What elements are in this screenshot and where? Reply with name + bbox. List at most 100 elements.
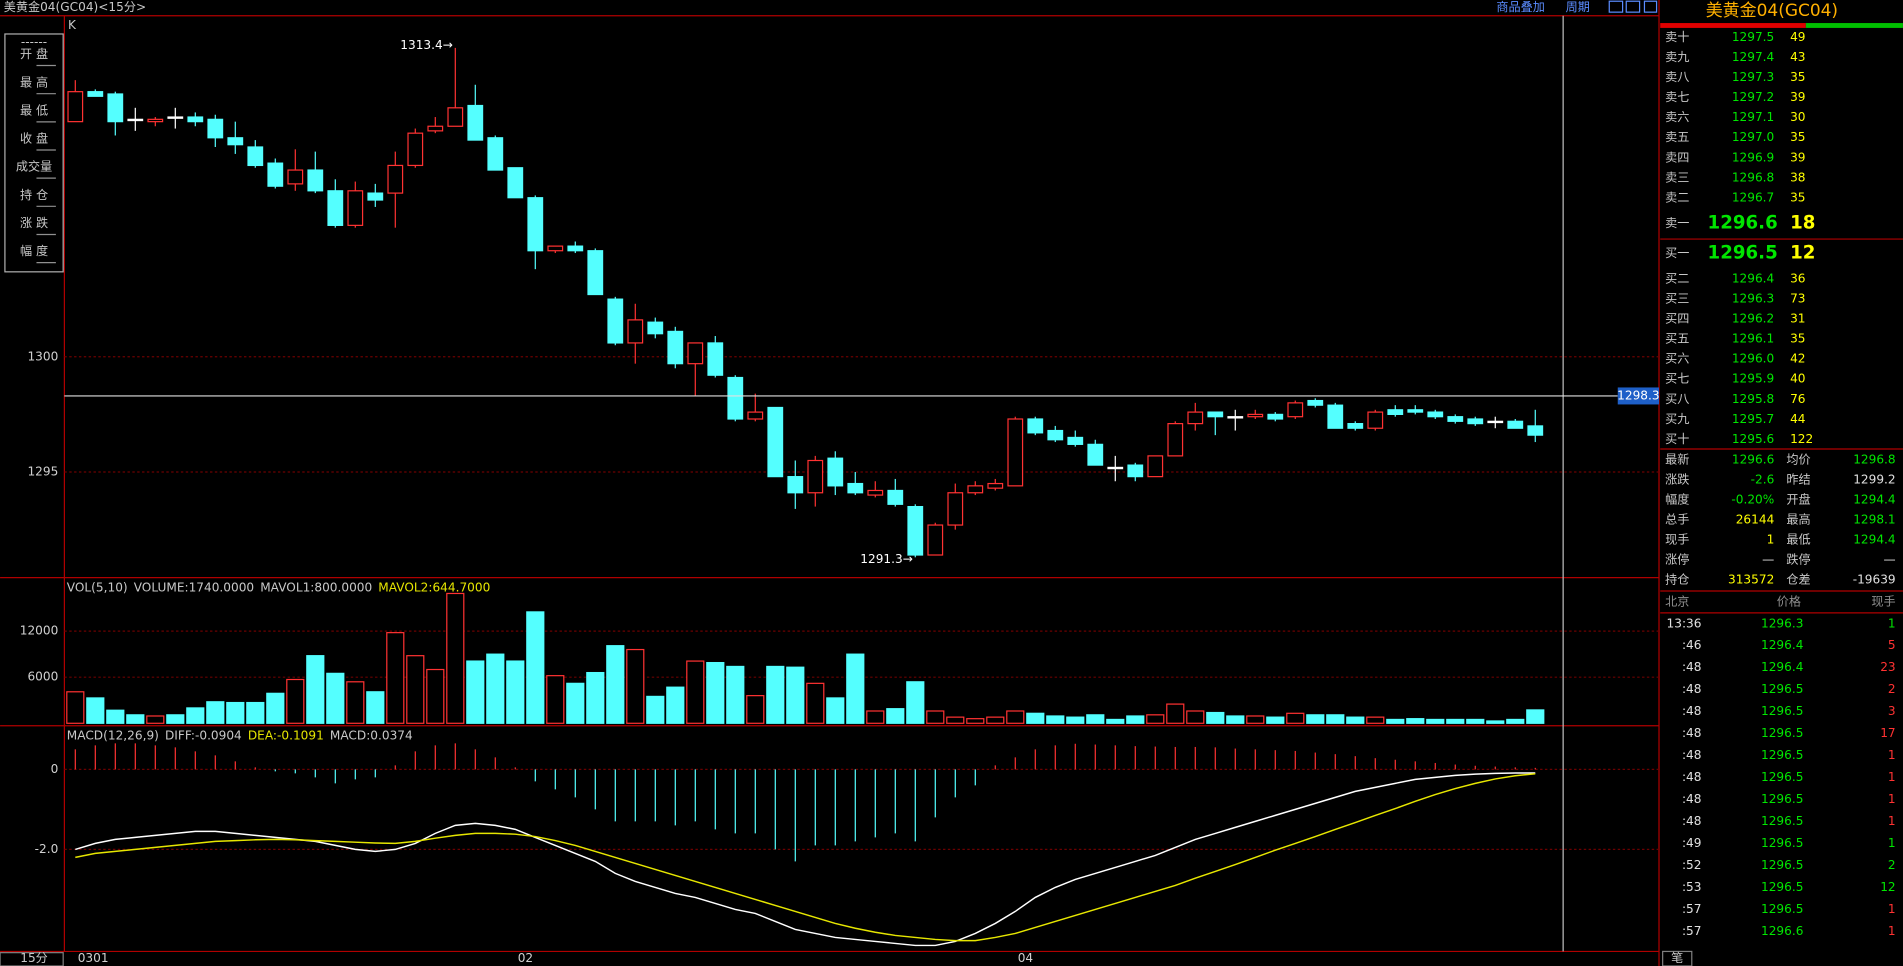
candle-body [667, 330, 684, 365]
candle-body [1407, 409, 1424, 413]
volume-bar [606, 645, 625, 724]
book-volume: 35 [1790, 70, 1805, 84]
info-label: 收 盘 [20, 131, 48, 146]
book-label: 买四 [1665, 312, 1689, 326]
book-price: 1297.0 [1732, 130, 1774, 144]
book-label: 卖九 [1665, 50, 1689, 64]
tick-price: 1296.5 [1761, 880, 1803, 894]
tick-price: 1296.5 [1761, 858, 1803, 872]
candle-body [247, 146, 264, 167]
book-volume: 30 [1790, 110, 1805, 124]
quote-title: 美黄金04(GC04) [1706, 1, 1838, 21]
candle-body [147, 118, 164, 123]
volume-bar [306, 655, 325, 724]
book-price: 1295.7 [1732, 412, 1774, 426]
volume-bar [666, 686, 685, 724]
volume-bar [1006, 710, 1025, 724]
book-volume: 44 [1790, 412, 1806, 426]
candle-body [1247, 413, 1264, 418]
volume-bar [1046, 715, 1065, 724]
nav-button[interactable] [1608, 0, 1624, 13]
volume-bar [686, 660, 705, 724]
volume-bar [1186, 710, 1205, 724]
tick-price: 1296.5 [1761, 792, 1803, 806]
tick-volume: 17 [1880, 726, 1895, 740]
volume-bar [1126, 715, 1145, 724]
tick-price: 1296.5 [1761, 726, 1803, 740]
tick-time: 13:36 [1667, 616, 1702, 630]
tick-price: 1296.5 [1761, 770, 1803, 784]
stat-label: 最高 [1786, 512, 1810, 527]
info-label: 幅 度 [20, 243, 48, 258]
stat-label: 总手 [1665, 513, 1689, 527]
tick-time: :48 [1682, 748, 1702, 762]
tick-price: 1296.5 [1761, 704, 1803, 718]
vol-legend: VOL(5,10) VOLUME:1740.0000 MAVOL1:800.0000… [67, 580, 491, 594]
volume-bar [926, 710, 945, 724]
diff-value: DIFF:-0.0904 [165, 728, 242, 742]
mavol1: MAVOL1:800.0000 [260, 580, 372, 594]
volume-bar [86, 697, 105, 724]
tick-price: 1296.5 [1761, 902, 1803, 916]
candle-body [587, 250, 604, 296]
volume-bar [1066, 716, 1085, 724]
book-label: 卖一 [1665, 216, 1689, 230]
overlay-link[interactable]: 商品叠加 [1496, 0, 1545, 14]
tick-volume: 1 [1888, 902, 1896, 916]
candle-body [487, 137, 504, 171]
y-tick-label: 6000 [27, 670, 58, 684]
candle-body [1067, 436, 1084, 445]
candle-body [1087, 443, 1104, 466]
candle-body [87, 91, 104, 97]
book-price: 1296.3 [1732, 292, 1774, 306]
volume-bar [386, 632, 405, 724]
candle-body [767, 406, 784, 478]
nav-button[interactable] [1625, 0, 1641, 13]
book-volume: 42 [1790, 352, 1805, 366]
volume-bar [586, 671, 605, 724]
dea-value: DEA:-0.1091 [248, 728, 324, 742]
macd-value: MACD:0.0374 [330, 728, 413, 742]
volume-bar [766, 665, 785, 724]
book-price: 1297.4 [1732, 50, 1775, 64]
book-label: 卖五 [1665, 130, 1689, 144]
tab-label[interactable]: 笔 [1671, 950, 1683, 965]
tick-time: :46 [1682, 638, 1702, 652]
book-price: 1297.2 [1732, 90, 1774, 104]
tick-time: :48 [1682, 792, 1702, 806]
crosshair-label: 1298.3 [1617, 388, 1659, 402]
nav-button[interactable] [1643, 0, 1658, 13]
volume-bar [646, 695, 665, 724]
volume-bar [1306, 714, 1325, 724]
ratio-bar-ask [1660, 23, 1806, 28]
volume-bar [366, 691, 385, 724]
volume-bar [946, 716, 965, 724]
candle-body [1227, 416, 1244, 419]
tab-box[interactable] [1662, 950, 1693, 966]
stat-label: 昨结 [1786, 472, 1810, 486]
book-volume: 122 [1790, 432, 1813, 446]
info-box [4, 33, 64, 273]
period-link[interactable]: 周期 [1566, 0, 1590, 14]
period-label: 15分 [20, 951, 48, 965]
stat-label: 涨跌 [1665, 471, 1689, 486]
candle-body [1167, 423, 1184, 457]
volume-bar [706, 661, 725, 724]
macd-label: MACD(12,26,9) [67, 728, 159, 742]
volume-bar [146, 715, 165, 724]
book-volume: 39 [1790, 90, 1805, 104]
book-label: 买一 [1665, 246, 1689, 260]
stat-value: 1296.6 [1732, 452, 1774, 466]
candle-body [1307, 399, 1324, 406]
tick-price: 1296.3 [1761, 616, 1803, 630]
tick-volume: 1 [1888, 616, 1896, 630]
vol-value: VOLUME:1740.0000 [134, 580, 254, 594]
book-price: 1296.9 [1732, 150, 1774, 164]
volume-bar [866, 710, 885, 724]
volume-bar [1506, 718, 1525, 724]
macd-line [75, 772, 1536, 942]
candle-body [1267, 413, 1284, 420]
book-price: 1295.8 [1732, 392, 1774, 406]
volume-bar [266, 692, 285, 724]
tick-price: 1296.4 [1761, 638, 1804, 652]
